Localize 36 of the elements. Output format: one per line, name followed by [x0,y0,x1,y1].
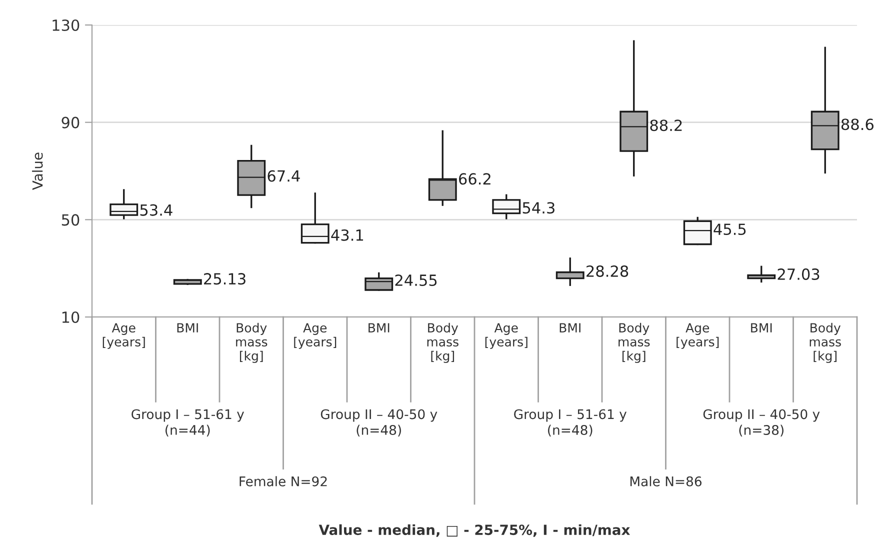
text: 25.13 [204,273,246,285]
x-tick-label: Age [years] [102,323,145,349]
text: 54.3 [522,202,554,214]
text: 27.03 [778,268,820,280]
x-tick-label: Body mass [kg] [618,322,650,363]
text: 53.4 [140,204,172,216]
text: 67.4 [268,170,300,182]
text: 43.1 [331,229,364,241]
text: 28.28 [586,265,628,277]
y-tick-label: 50 [62,214,80,226]
text: 88.6 [841,118,874,130]
x-tick-label: Age [years] [485,323,528,349]
text: Group II – 40-50 y (n=38) [703,409,820,437]
x-tick-label: BMI [177,323,198,332]
x-tick-label: Body mass [kg] [427,322,458,363]
x-tick-label: BMI [560,323,580,332]
text: 66.2 [458,173,490,185]
y-axis-title: Value [32,152,43,190]
text: Group II – 40-50 y (n=48) [320,409,438,437]
y-tick-label: 130 [52,19,80,32]
text: Value - median, □ - 25-75%, I - min/max [318,524,630,537]
y-tick-label: 90 [62,116,80,128]
x-tick-label: BMI [368,323,390,332]
text: Male N=86 [630,476,702,486]
x-tick-label: Age [years] [294,323,336,349]
text: Group I – 51-61 y (n=44) [132,409,244,437]
y-tick-label: 10 [62,311,80,324]
x-tick-label: Age [years] [676,323,719,349]
text: Group I – 51-61 y (n=48) [514,409,627,437]
text: Female N=92 [240,476,327,486]
x-tick-label: Body mass [kg] [810,322,841,363]
text: 88.2 [650,120,682,132]
text: 24.55 [395,274,437,286]
x-tick-label: Body mass [kg] [236,322,268,363]
text: 45.5 [714,224,746,236]
x-tick-label: BMI [751,323,772,332]
